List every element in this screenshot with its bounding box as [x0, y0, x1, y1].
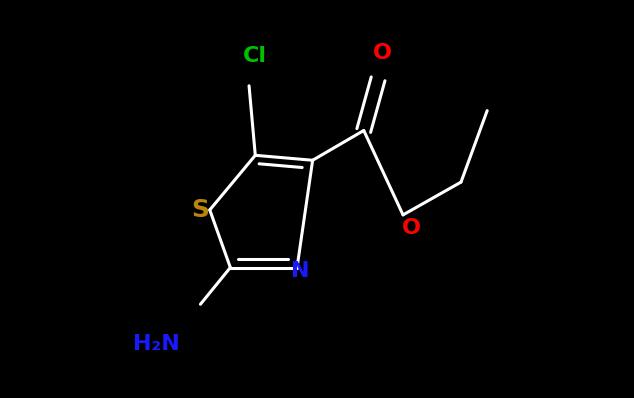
Text: H₂N: H₂N — [133, 334, 180, 354]
Text: O: O — [373, 43, 392, 63]
Text: O: O — [401, 218, 420, 238]
Text: S: S — [191, 198, 209, 222]
Text: Cl: Cl — [243, 46, 268, 66]
Text: N: N — [291, 261, 309, 281]
